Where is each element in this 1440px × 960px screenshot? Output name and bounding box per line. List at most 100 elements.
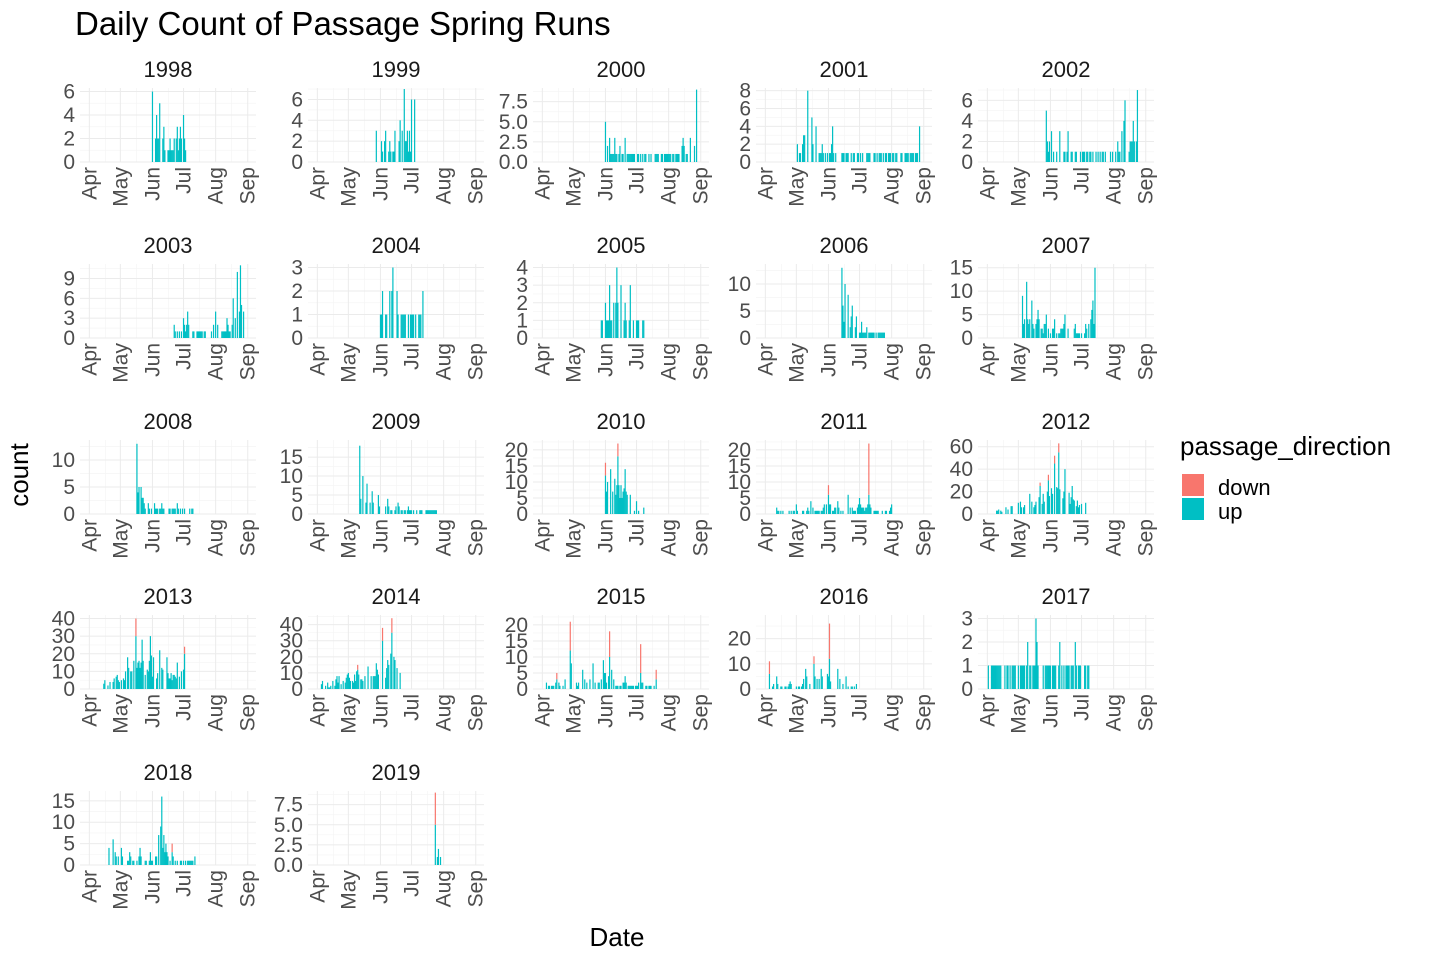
y-tick-label: 3	[516, 274, 528, 297]
bar-up	[821, 676, 823, 689]
bar-up	[1071, 665, 1073, 689]
bar-up	[1117, 141, 1119, 162]
bar-up	[847, 153, 849, 162]
bar-up	[122, 678, 125, 689]
bar-up	[401, 510, 403, 514]
bar-up	[832, 126, 834, 162]
facet-label: 2019	[372, 760, 421, 785]
bar-up	[660, 153, 662, 162]
bar-up	[666, 153, 669, 162]
bar-up	[655, 679, 657, 689]
bar-up	[805, 668, 807, 689]
bar-up	[810, 501, 812, 514]
bar-up	[1073, 328, 1075, 338]
bar-up	[116, 674, 118, 689]
y-tick-label: 15	[728, 455, 751, 478]
bar-up	[633, 510, 636, 514]
bar-up	[1077, 665, 1080, 689]
bar-up	[418, 314, 420, 338]
bar-up	[420, 314, 422, 338]
bar-up	[776, 507, 778, 514]
bar-up	[1007, 665, 1009, 689]
bar-up	[885, 510, 888, 514]
bar-up	[632, 153, 635, 162]
x-tick-label: Aug	[205, 694, 228, 731]
bar-up	[1063, 665, 1065, 689]
y-tick-label: 1	[516, 309, 528, 332]
chart-title: Daily Count of Passage Spring Runs	[75, 5, 611, 42]
bar-up	[632, 685, 635, 689]
bar-up	[693, 145, 696, 162]
bar-up	[876, 153, 878, 162]
bar-up	[817, 510, 819, 514]
y-tick-label: 10	[52, 811, 75, 834]
x-tick-label: Apr	[531, 519, 554, 552]
bar-up	[695, 89, 698, 162]
y-tick-label: 6	[63, 287, 75, 310]
x-tick-label: Aug	[881, 343, 904, 380]
legend: passage_direction down up	[1180, 431, 1391, 524]
bar-up	[864, 332, 866, 338]
x-tick-label: Jul	[173, 870, 196, 897]
bar-up	[629, 685, 631, 689]
bar-up	[889, 507, 892, 514]
bar-up	[643, 320, 645, 338]
x-tick-label: Jun	[369, 870, 392, 904]
bar-up	[1048, 496, 1051, 514]
bar-up	[782, 510, 784, 514]
x-tick-label: May	[109, 870, 132, 910]
bar-up	[179, 126, 182, 162]
bar-up	[217, 324, 219, 338]
bar-up	[158, 138, 160, 162]
bar-up	[861, 321, 863, 338]
bar-up	[149, 852, 151, 865]
bar-up	[387, 498, 389, 514]
bar-up	[1055, 665, 1057, 689]
bar-up	[385, 506, 387, 514]
bar-up	[653, 685, 655, 689]
bar-up	[852, 510, 854, 514]
bar-up	[1033, 665, 1035, 689]
y-tick-label: 3	[291, 257, 303, 280]
bar-up	[548, 685, 551, 689]
bar-up	[1056, 333, 1058, 338]
y-tick-label: 0	[63, 327, 75, 350]
bar-up	[850, 686, 852, 689]
bar-up	[168, 508, 170, 514]
bar-up	[601, 320, 603, 338]
bar-up	[1084, 333, 1086, 338]
x-tick-label: Sep	[237, 870, 260, 907]
bar-up	[355, 680, 357, 689]
facet-label: 2016	[820, 584, 869, 609]
bar-up	[1028, 323, 1030, 338]
bar-up	[1075, 333, 1077, 338]
x-tick-label: May	[785, 694, 808, 734]
y-tick-label: 0	[961, 151, 973, 174]
bar-up	[369, 502, 371, 514]
x-tick-label: Apr	[754, 343, 777, 376]
bar-up	[338, 676, 340, 689]
bar-up	[620, 285, 622, 338]
x-tick-label: Jul	[1071, 167, 1094, 194]
bar-up	[646, 685, 648, 689]
bar-up	[180, 331, 183, 338]
bar-up	[375, 663, 377, 689]
bar-up	[617, 685, 619, 689]
bar-up	[796, 510, 799, 514]
bar-up	[558, 682, 560, 689]
bar-up	[1077, 333, 1080, 338]
bar-up	[185, 150, 187, 162]
x-tick-label: May	[337, 870, 360, 910]
x-tick-label: Jul	[626, 694, 649, 721]
bar-up	[636, 320, 639, 338]
bar-up	[182, 115, 185, 162]
legend-label-up: up	[1218, 499, 1242, 524]
bar-up	[606, 320, 609, 338]
bar-up	[1045, 665, 1047, 689]
bar-up	[629, 153, 631, 162]
bar-up	[186, 324, 188, 338]
x-tick-label: Jun	[141, 519, 164, 553]
bar-up	[854, 327, 856, 338]
y-tick-label: 60	[950, 436, 973, 459]
bar-up	[1075, 665, 1077, 689]
